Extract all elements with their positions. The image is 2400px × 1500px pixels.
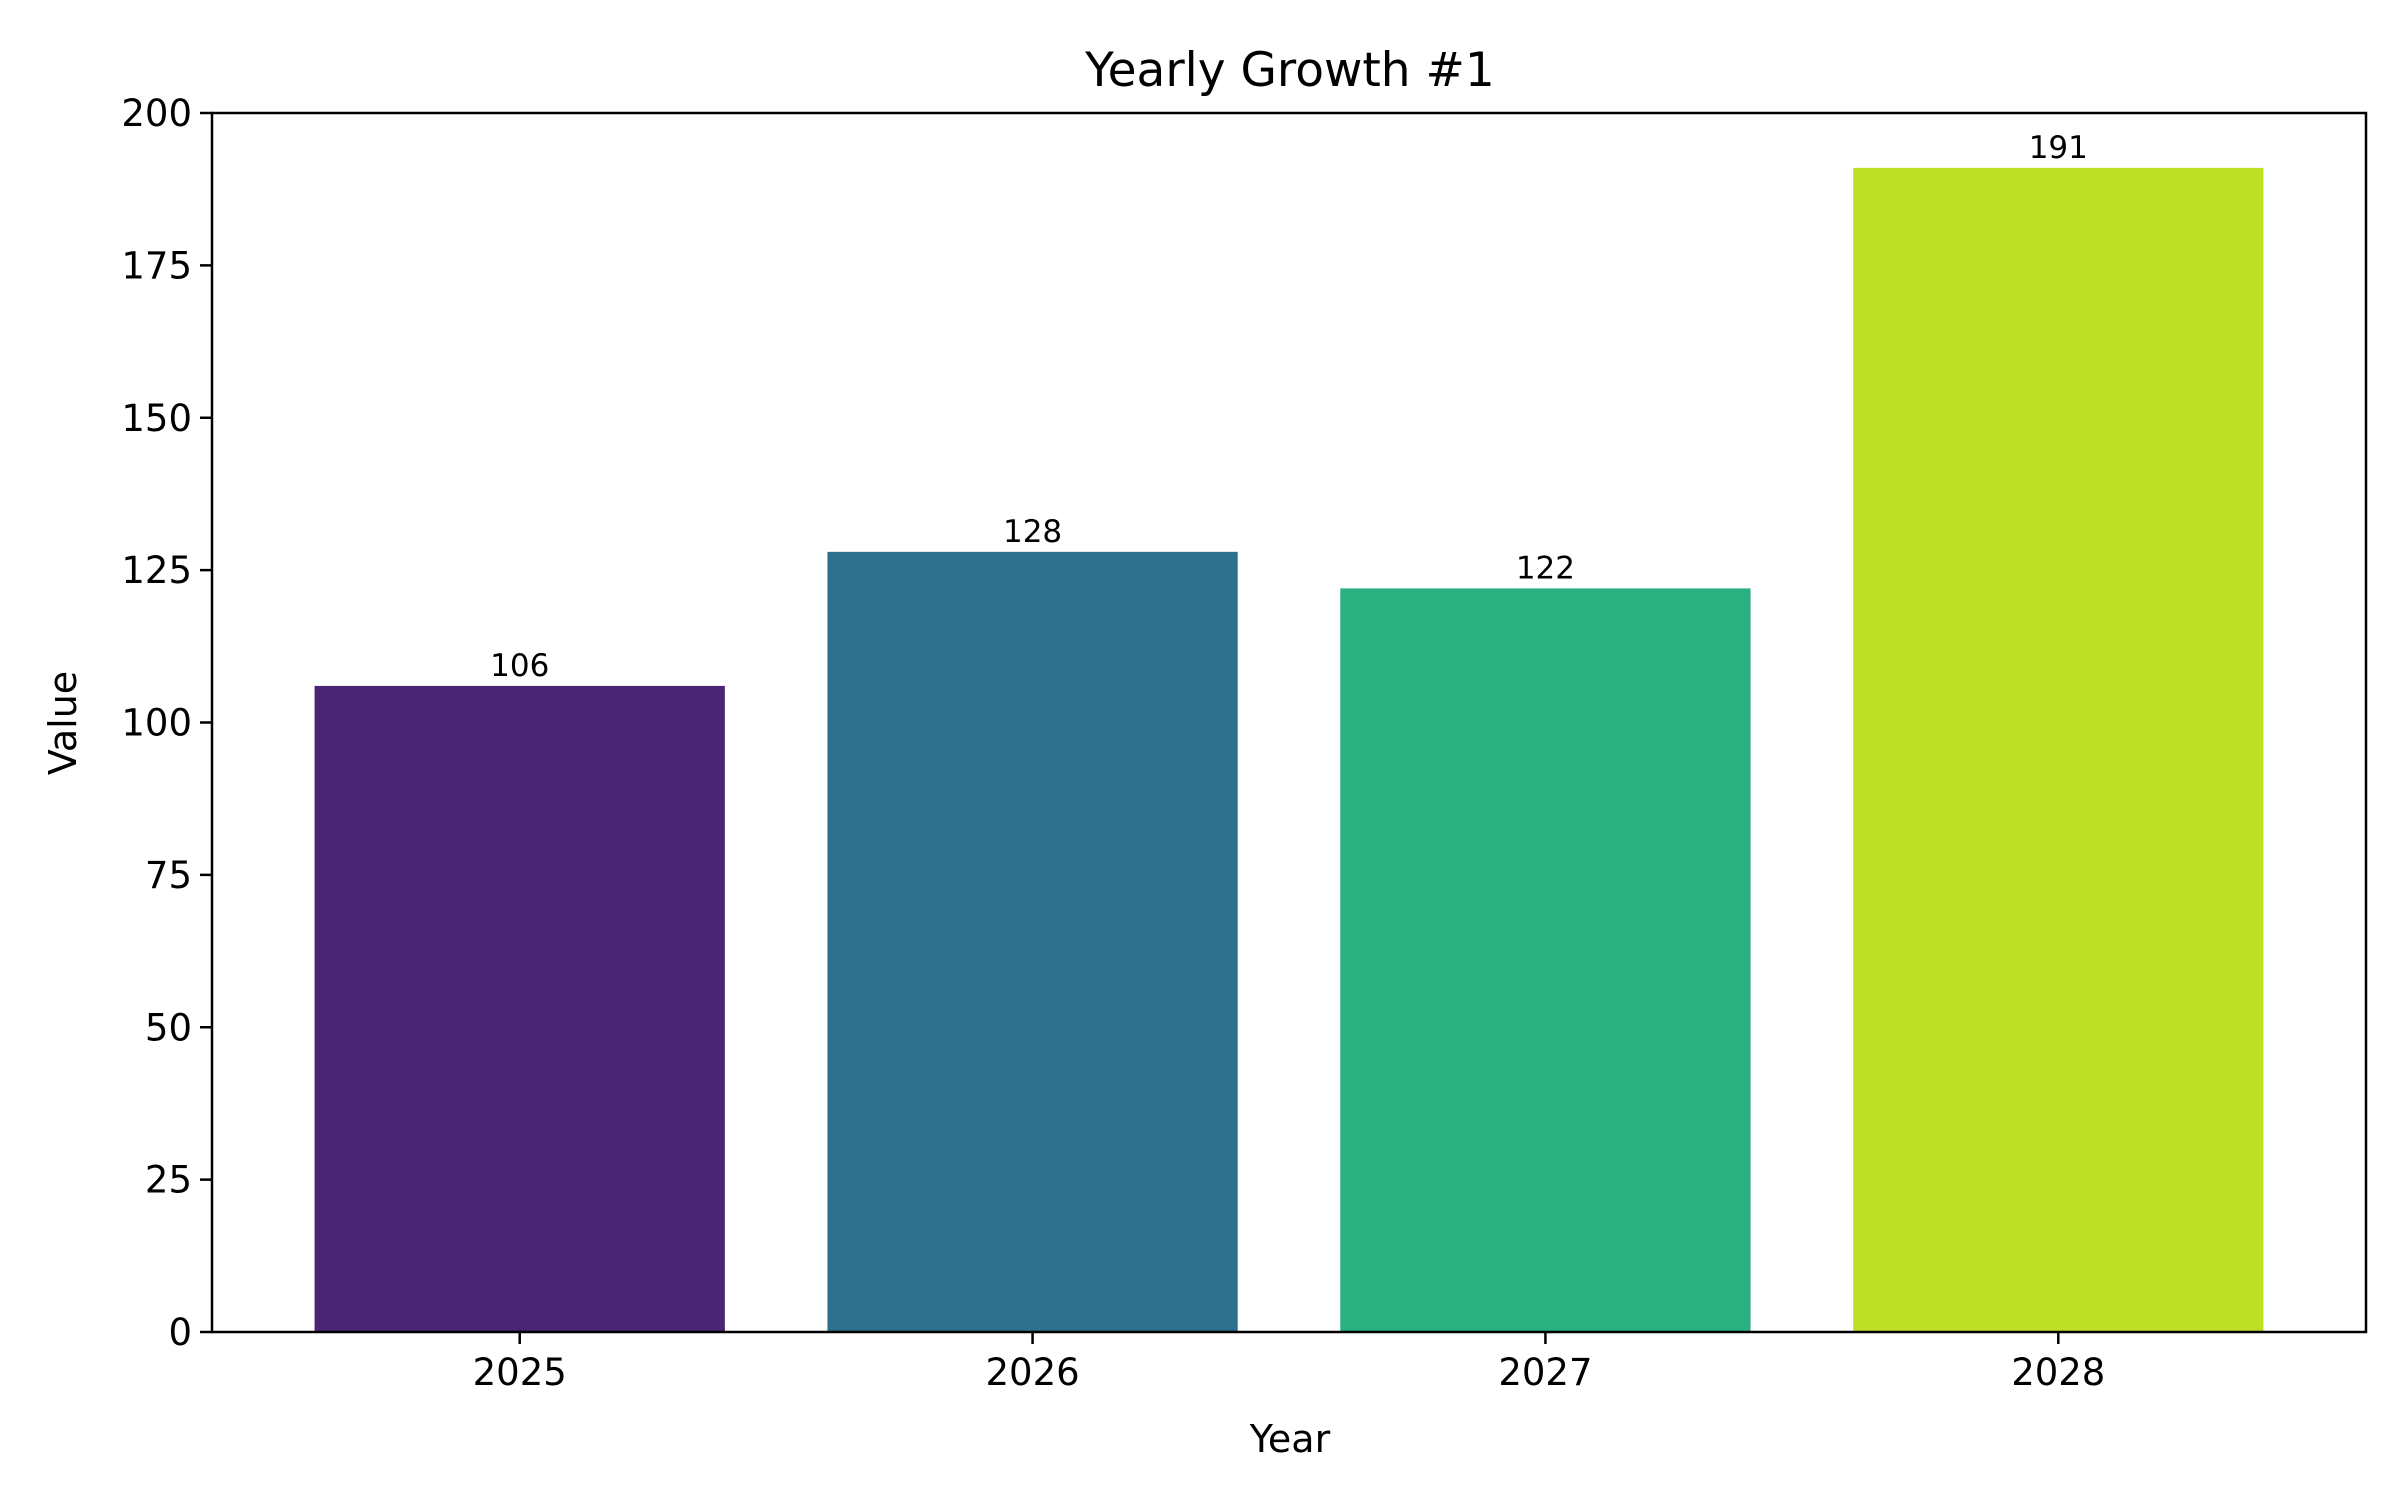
y-tick-label-125: 125 xyxy=(121,549,192,592)
bar-value-labels: 106 128 122 191 xyxy=(490,130,2088,684)
y-tick-label-0: 0 xyxy=(168,1311,192,1354)
axes-frame xyxy=(210,111,2368,1334)
bar-value-label-2025: 106 xyxy=(490,648,549,684)
y-tick-label-200: 200 xyxy=(121,92,192,135)
bar-2027 xyxy=(1340,588,1751,1332)
bar-2025 xyxy=(314,685,725,1332)
y-tick-label-100: 100 xyxy=(121,702,192,745)
bar-value-label-2027: 122 xyxy=(1516,550,1575,586)
y-axis-label: Value xyxy=(41,671,85,775)
bar-2028 xyxy=(1853,167,2264,1333)
y-tick-label-50: 50 xyxy=(145,1006,192,1049)
bar-value-label-2026: 128 xyxy=(1003,514,1062,550)
bar-value-label-2028: 191 xyxy=(2029,130,2088,166)
x-tick-label-2025: 2025 xyxy=(473,1351,567,1394)
chart-title: Yearly Growth #1 xyxy=(1084,43,1495,98)
y-tick-label-175: 175 xyxy=(121,244,192,287)
bars-group xyxy=(314,167,2264,1333)
x-tick-label-2028: 2028 xyxy=(2011,1351,2105,1394)
bar-2026 xyxy=(827,551,1238,1332)
y-tick-label-25: 25 xyxy=(145,1159,192,1202)
x-axis-label: Year xyxy=(1249,1417,1331,1461)
x-tick-label-2026: 2026 xyxy=(985,1351,1079,1394)
x-axis: 2025 2026 2027 2028 xyxy=(473,1332,2105,1394)
y-axis: 0 25 50 75 100 125 150 175 200 xyxy=(121,92,212,1354)
y-tick-label-150: 150 xyxy=(121,397,192,440)
y-tick-label-75: 75 xyxy=(145,854,192,897)
x-tick-label-2027: 2027 xyxy=(1498,1351,1592,1394)
